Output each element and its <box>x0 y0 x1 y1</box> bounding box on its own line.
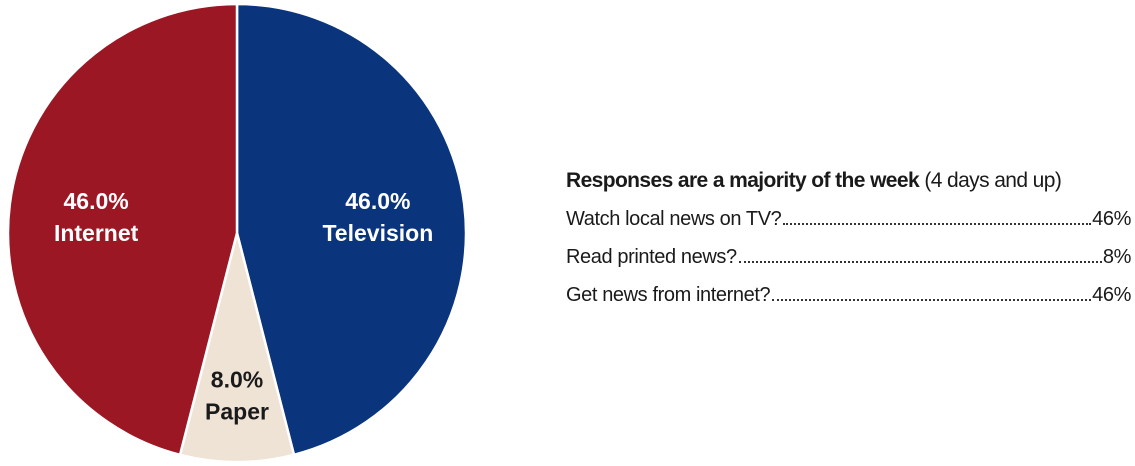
slice-category-label: Internet <box>54 220 139 246</box>
row-question: Watch local news on TV? <box>566 208 782 230</box>
summary-row: Get news from internet? 46% <box>566 280 1131 310</box>
slice-category-label: Paper <box>205 398 269 424</box>
slice-value-label: 46.0% <box>64 188 129 214</box>
summary-heading: Responses are a majority of the week (4 … <box>566 166 1131 196</box>
row-value: 46% <box>1092 284 1131 306</box>
pie-slice-internet <box>6 2 239 457</box>
slice-value-label: 8.0% <box>211 366 263 392</box>
summary-heading-normal: (4 days and up) <box>924 169 1062 192</box>
row-value: 8% <box>1102 246 1132 268</box>
row-question: Read printed news? <box>566 246 737 268</box>
dot-leader <box>783 222 1092 225</box>
summary-row: Read printed news? 8% <box>566 242 1131 272</box>
slice-label-paper: 8.0% Paper <box>205 366 269 424</box>
summary-panel: Responses are a majority of the week (4 … <box>566 166 1131 310</box>
summary-heading-bold: Responses are a majority of the week <box>566 169 920 192</box>
slice-label-television: 46.0% Television <box>322 188 433 246</box>
dot-leader <box>738 260 1102 263</box>
dot-leader <box>772 298 1092 301</box>
slice-label-internet: 46.0% Internet <box>54 188 139 246</box>
row-value: 46% <box>1092 208 1131 230</box>
pie-chart: 46.0% Television 8.0% Paper 46.0% Internet <box>6 2 468 464</box>
slice-category-label: Television <box>322 220 433 246</box>
pie-slice-television <box>235 2 468 457</box>
slice-value-label: 46.0% <box>345 188 410 214</box>
row-question: Get news from internet? <box>566 284 771 306</box>
summary-row: Watch local news on TV? 46% <box>566 204 1131 234</box>
pie-slice-paper <box>178 231 296 464</box>
